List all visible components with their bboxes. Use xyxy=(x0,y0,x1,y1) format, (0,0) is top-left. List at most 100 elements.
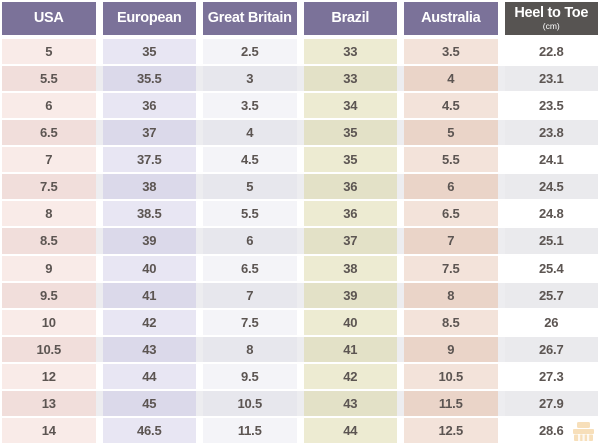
table-cell-heel-to-toe: 23.1 xyxy=(504,66,598,92)
table-cell-european: 46.5 xyxy=(102,417,196,443)
table-cell-usa: 13 xyxy=(2,390,96,416)
table-cell-heel-to-toe: 22.8 xyxy=(504,39,598,65)
table-row: 7.5 38 5 36 6 24.5 xyxy=(2,174,598,200)
table-cell-brazil: 38 xyxy=(303,255,397,281)
table-cell-great-britain: 7.5 xyxy=(203,309,297,335)
table-cell-brazil: 33 xyxy=(303,39,397,65)
table-cell-brazil: 33 xyxy=(303,66,397,92)
table-cell-usa: 5 xyxy=(2,39,96,65)
table-cell-brazil: 35 xyxy=(303,120,397,146)
table-cell-heel-to-toe: 26.7 xyxy=(504,336,598,362)
table-body: 5 35 2.5 33 3.5 22.8 5.5 35.5 3 33 4 23.1 6 36 3.5 34 4.… xyxy=(2,39,598,443)
table-cell-brazil: 43 xyxy=(303,390,397,416)
table-cell-usa: 8 xyxy=(2,201,96,227)
table-cell-european: 35.5 xyxy=(102,66,196,92)
column-header-heel-to-toe-unit: (cm) xyxy=(542,21,560,32)
column-header-australia: Australia xyxy=(404,2,498,35)
table-cell-european: 42 xyxy=(102,309,196,335)
table-cell-australia: 9 xyxy=(404,336,498,362)
table-cell-european: 36 xyxy=(102,93,196,119)
table-cell-great-britain: 8 xyxy=(203,336,297,362)
column-header-brazil: Brazil xyxy=(303,2,397,35)
table-cell-usa: 10.5 xyxy=(2,336,96,362)
table-cell-usa: 7.5 xyxy=(2,174,96,200)
table-cell-usa: 12 xyxy=(2,363,96,389)
table-cell-great-britain: 4.5 xyxy=(203,147,297,173)
table-row: 13 45 10.5 43 11.5 27.9 xyxy=(2,390,598,416)
table-cell-brazil: 44 xyxy=(303,417,397,443)
table-cell-heel-to-toe: 24.8 xyxy=(504,201,598,227)
table-cell-european: 37.5 xyxy=(102,147,196,173)
table-cell-heel-to-toe: 24.5 xyxy=(504,174,598,200)
table-cell-great-britain: 6 xyxy=(203,228,297,254)
table-row: 12 44 9.5 42 10.5 27.3 xyxy=(2,363,598,389)
table-cell-australia: 8.5 xyxy=(404,309,498,335)
table-cell-usa: 6 xyxy=(2,93,96,119)
table-cell-australia: 8 xyxy=(404,282,498,308)
table-cell-great-britain: 5.5 xyxy=(203,201,297,227)
table-cell-brazil: 36 xyxy=(303,201,397,227)
table-cell-usa: 6.5 xyxy=(2,120,96,146)
table-cell-european: 40 xyxy=(102,255,196,281)
table-cell-australia: 12.5 xyxy=(404,417,498,443)
table-cell-usa: 9.5 xyxy=(2,282,96,308)
table-cell-european: 44 xyxy=(102,363,196,389)
table-cell-great-britain: 3.5 xyxy=(203,93,297,119)
table-row: 10 42 7.5 40 8.5 26 xyxy=(2,309,598,335)
table-cell-great-britain: 4 xyxy=(203,120,297,146)
table-cell-usa: 5.5 xyxy=(2,66,96,92)
table-cell-australia: 4.5 xyxy=(404,93,498,119)
table-cell-usa: 9 xyxy=(2,255,96,281)
table-cell-heel-to-toe: 28.6 xyxy=(504,417,598,443)
table-cell-usa: 8.5 xyxy=(2,228,96,254)
table-row: 6 36 3.5 34 4.5 23.5 xyxy=(2,93,598,119)
table-cell-great-britain: 10.5 xyxy=(203,390,297,416)
table-cell-european: 38 xyxy=(102,174,196,200)
table-cell-australia: 11.5 xyxy=(404,390,498,416)
table-cell-australia: 7 xyxy=(404,228,498,254)
table-row: 14 46.5 11.5 44 12.5 28.6 xyxy=(2,417,598,443)
table-cell-european: 41 xyxy=(102,282,196,308)
table-cell-heel-to-toe: 27.9 xyxy=(504,390,598,416)
table-cell-brazil: 37 xyxy=(303,228,397,254)
table-cell-european: 39 xyxy=(102,228,196,254)
table-cell-great-britain: 7 xyxy=(203,282,297,308)
table-cell-australia: 6.5 xyxy=(404,201,498,227)
table-cell-brazil: 34 xyxy=(303,93,397,119)
table-row: 9.5 41 7 39 8 25.7 xyxy=(2,282,598,308)
table-cell-great-britain: 5 xyxy=(203,174,297,200)
table-cell-australia: 4 xyxy=(404,66,498,92)
table-cell-brazil: 36 xyxy=(303,174,397,200)
table-cell-heel-to-toe: 23.8 xyxy=(504,120,598,146)
table-cell-brazil: 42 xyxy=(303,363,397,389)
table-cell-great-britain: 6.5 xyxy=(203,255,297,281)
table-cell-australia: 3.5 xyxy=(404,39,498,65)
table-cell-great-britain: 9.5 xyxy=(203,363,297,389)
column-header-heel-to-toe-label: Heel to Toe xyxy=(514,4,589,21)
table-header: USA European Great Britain Brazil Austra… xyxy=(2,2,598,35)
table-cell-great-britain: 2.5 xyxy=(203,39,297,65)
table-cell-european: 45 xyxy=(102,390,196,416)
table-cell-australia: 5 xyxy=(404,120,498,146)
table-row: 7 37.5 4.5 35 5.5 24.1 xyxy=(2,147,598,173)
table-cell-australia: 10.5 xyxy=(404,363,498,389)
table-cell-heel-to-toe: 25.1 xyxy=(504,228,598,254)
table-cell-brazil: 40 xyxy=(303,309,397,335)
table-cell-usa: 14 xyxy=(2,417,96,443)
table-cell-australia: 7.5 xyxy=(404,255,498,281)
table-row: 8 38.5 5.5 36 6.5 24.8 xyxy=(2,201,598,227)
table-cell-heel-to-toe: 27.3 xyxy=(504,363,598,389)
table-row: 5 35 2.5 33 3.5 22.8 xyxy=(2,39,598,65)
table-row: 8.5 39 6 37 7 25.1 xyxy=(2,228,598,254)
table-cell-european: 35 xyxy=(102,39,196,65)
column-header-great-britain: Great Britain xyxy=(203,2,297,35)
table-row: 9 40 6.5 38 7.5 25.4 xyxy=(2,255,598,281)
table-cell-usa: 10 xyxy=(2,309,96,335)
table-cell-european: 43 xyxy=(102,336,196,362)
table-cell-australia: 6 xyxy=(404,174,498,200)
table-cell-heel-to-toe: 26 xyxy=(504,309,598,335)
table-cell-brazil: 41 xyxy=(303,336,397,362)
table-cell-european: 38.5 xyxy=(102,201,196,227)
table-cell-heel-to-toe: 25.7 xyxy=(504,282,598,308)
